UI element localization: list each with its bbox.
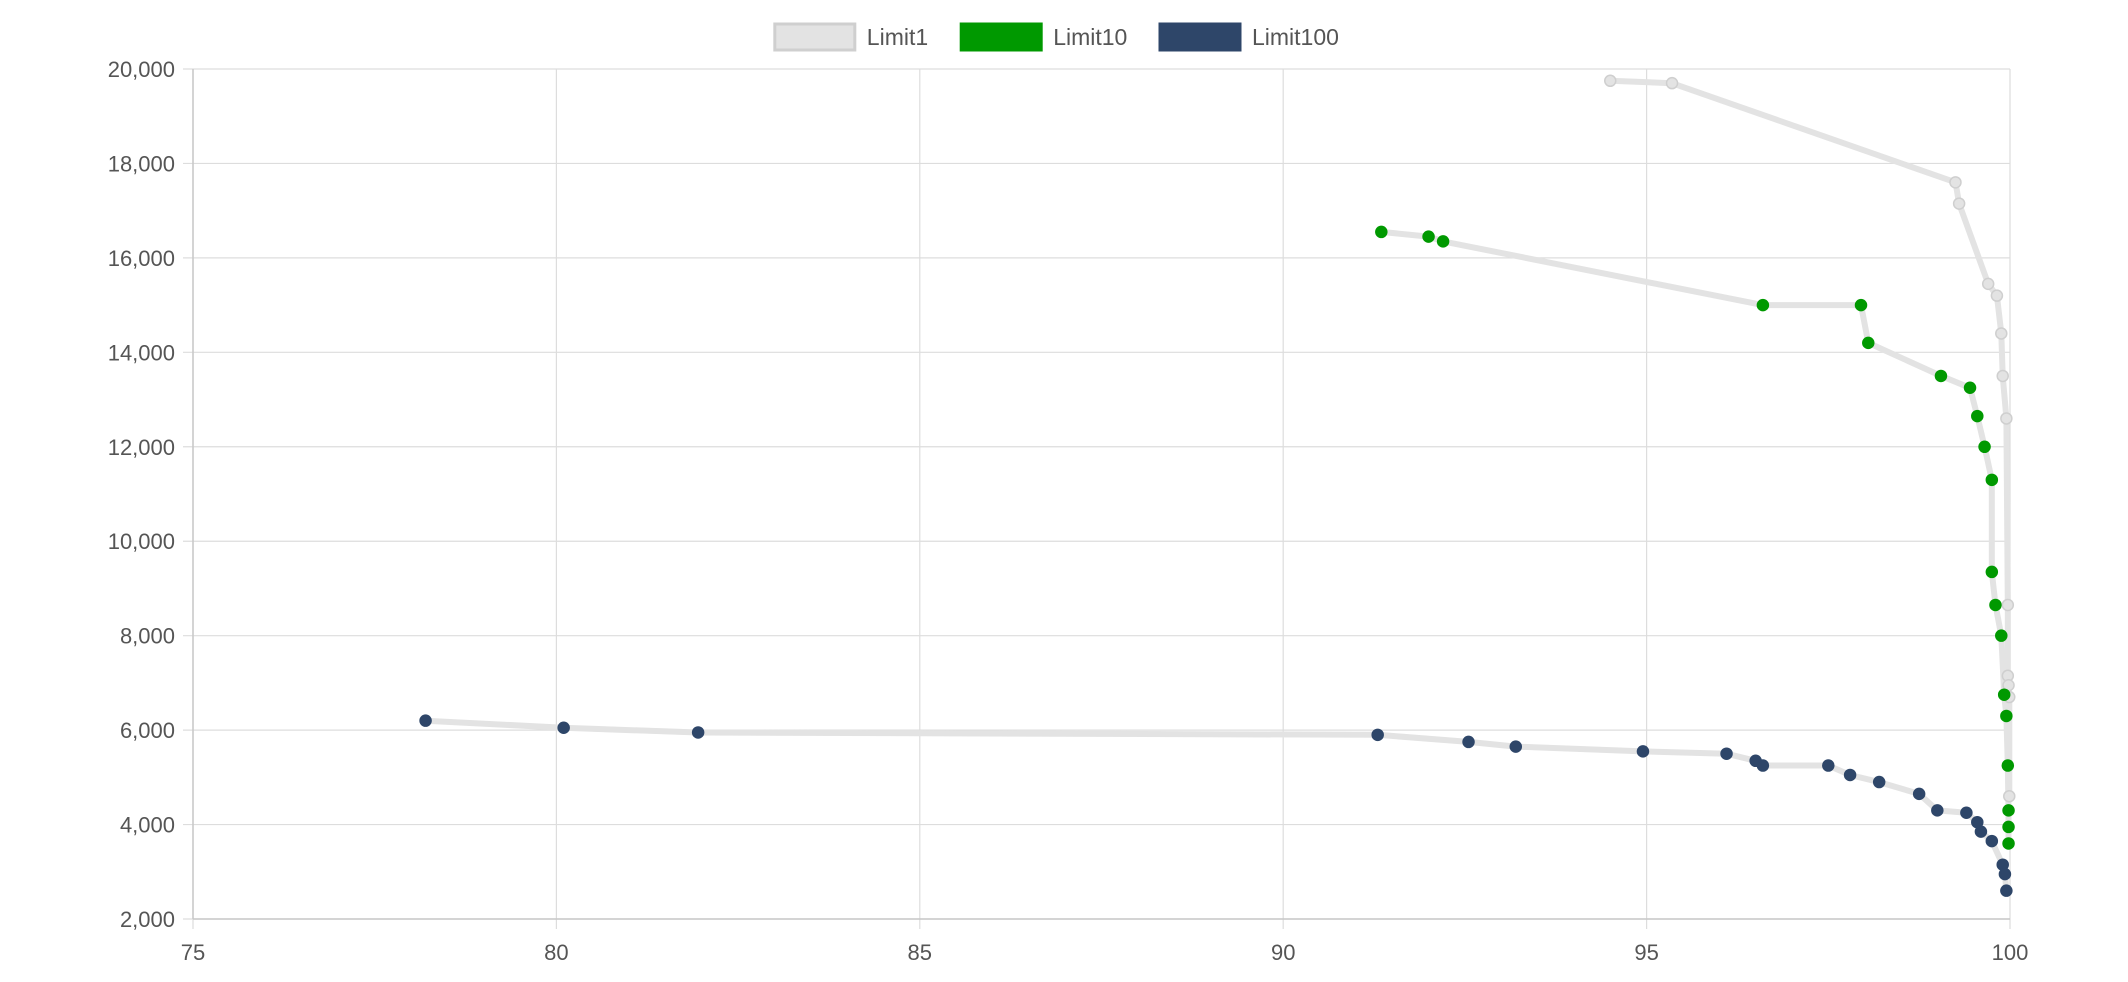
series-line-limit10 bbox=[1378, 228, 2012, 847]
y-tick-label: 18,000 bbox=[108, 151, 175, 176]
data-point-limit100 bbox=[419, 714, 432, 727]
data-point-limit1 bbox=[1952, 197, 1966, 210]
y-tick-label: 10,000 bbox=[108, 529, 175, 554]
data-point-limit10 bbox=[1854, 298, 1868, 312]
data-point-limit10 bbox=[1862, 336, 1875, 350]
data-point-limit10 bbox=[1995, 629, 2008, 642]
data-point-limit100 bbox=[1636, 745, 1650, 758]
data-point-limit10 bbox=[1978, 440, 1991, 454]
data-point-limit100 bbox=[1931, 804, 1944, 817]
y-tick-label: 14,000 bbox=[108, 340, 175, 365]
axes: 2,000 4,000 6,000 8,000 10,000 12,000 14,000 16… bbox=[108, 57, 2029, 965]
legend-label: Limit100 bbox=[1252, 24, 1339, 50]
data-point-limit10 bbox=[1997, 688, 2011, 701]
x-tick-label: 100 bbox=[1992, 940, 2029, 965]
data-point-limit1 bbox=[1981, 277, 1995, 291]
data-point-limit100 bbox=[557, 721, 570, 734]
data-point-limit10 bbox=[1934, 369, 1948, 383]
data-point-limit100 bbox=[1720, 747, 1733, 760]
y-tick-label: 12,000 bbox=[108, 435, 175, 460]
series-line-limit100 bbox=[422, 717, 2010, 894]
legend-label: Limit10 bbox=[1053, 24, 1127, 50]
data-point-limit10 bbox=[2002, 804, 2015, 817]
x-tick-label: 85 bbox=[908, 940, 932, 965]
data-point-limit100 bbox=[1843, 768, 1857, 782]
grid bbox=[183, 68, 2011, 929]
data-point-limit100 bbox=[1960, 806, 1973, 819]
data-point-limit100 bbox=[691, 726, 705, 739]
x-tick-label: 75 bbox=[181, 940, 205, 965]
data-point-limit10 bbox=[1971, 409, 1984, 423]
x-tick-label: 90 bbox=[1271, 940, 1295, 965]
legend-swatch bbox=[1158, 22, 1242, 52]
data-point-limit100 bbox=[1912, 787, 1926, 801]
data-point-limit10 bbox=[2002, 820, 2015, 834]
data-point-limit1 bbox=[1990, 289, 2004, 302]
data-point-limit10 bbox=[2001, 759, 2015, 772]
legend-swatch bbox=[773, 22, 857, 52]
data-point-limit100 bbox=[1509, 740, 1523, 753]
legend-item-limit10: Limit10 bbox=[959, 22, 1127, 52]
legend: Limit1 Limit10 Limit100 bbox=[773, 22, 1339, 52]
data-point-limit100 bbox=[1985, 834, 1999, 848]
y-tick-label: 6,000 bbox=[120, 718, 175, 743]
y-tick-label: 20,000 bbox=[108, 57, 175, 82]
series-lines bbox=[422, 77, 2013, 894]
y-tick-label: 2,000 bbox=[120, 907, 175, 932]
legend-item-limit1: Limit1 bbox=[773, 22, 928, 52]
data-point-limit10 bbox=[1422, 230, 1435, 243]
legend-item-limit100: Limit100 bbox=[1158, 22, 1339, 52]
data-point-limit1 bbox=[1995, 327, 2008, 340]
legend-label: Limit1 bbox=[867, 24, 928, 50]
x-tick-label: 95 bbox=[1634, 940, 1658, 965]
data-point-limit1 bbox=[1604, 74, 1617, 88]
data-point-limit1 bbox=[2000, 412, 2013, 425]
data-point-limit10 bbox=[2002, 837, 2015, 850]
y-tick-label: 8,000 bbox=[120, 624, 175, 649]
data-point-limit100 bbox=[1974, 825, 1988, 838]
data-point-limit100 bbox=[1756, 759, 1770, 772]
data-point-limit100 bbox=[1998, 867, 2012, 881]
x-tick-label: 80 bbox=[544, 940, 568, 965]
data-point-limit100 bbox=[1462, 735, 1475, 749]
data-point-limit1 bbox=[1996, 369, 2009, 383]
data-point-limit100 bbox=[1371, 728, 1384, 742]
data-point-limit10 bbox=[1963, 381, 1977, 394]
data-point-limit10 bbox=[1985, 565, 1999, 579]
data-point-limit10 bbox=[1375, 225, 1388, 239]
data-point-limit100 bbox=[2000, 884, 2013, 897]
legend-swatch bbox=[959, 22, 1043, 52]
data-point-limit10 bbox=[1436, 235, 1450, 248]
data-points bbox=[419, 74, 2016, 897]
data-point-limit1 bbox=[2001, 598, 2015, 612]
data-point-limit1 bbox=[1665, 76, 1679, 90]
series-line-limit1 bbox=[1607, 77, 2013, 800]
data-point-limit10 bbox=[1989, 598, 2002, 612]
data-point-limit100 bbox=[1872, 775, 1886, 789]
y-tick-label: 4,000 bbox=[120, 813, 175, 838]
data-point-limit10 bbox=[1756, 298, 1770, 312]
data-point-limit100 bbox=[1822, 759, 1835, 772]
y-tick-label: 16,000 bbox=[108, 246, 175, 271]
data-point-limit1 bbox=[2003, 789, 2016, 803]
data-point-limit10 bbox=[2000, 709, 2013, 723]
data-point-limit1 bbox=[1949, 176, 1962, 189]
data-point-limit10 bbox=[1985, 473, 1999, 487]
